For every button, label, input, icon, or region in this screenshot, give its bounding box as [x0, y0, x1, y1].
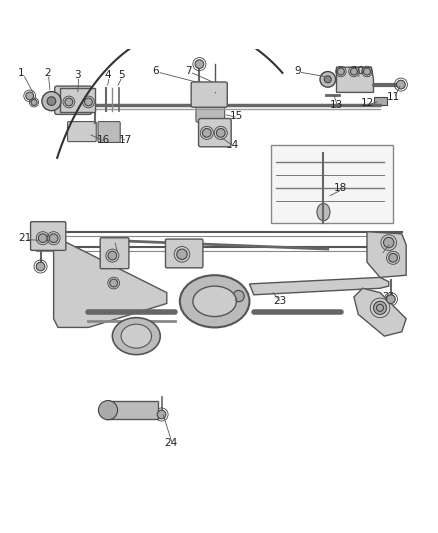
Circle shape — [324, 76, 331, 83]
Circle shape — [39, 234, 47, 243]
Circle shape — [110, 279, 117, 287]
Circle shape — [42, 92, 61, 111]
Circle shape — [202, 128, 211, 137]
Text: 4: 4 — [105, 70, 111, 80]
Circle shape — [108, 251, 117, 260]
Polygon shape — [336, 67, 374, 92]
Circle shape — [157, 410, 166, 419]
Text: 22: 22 — [226, 296, 239, 306]
FancyBboxPatch shape — [166, 239, 203, 268]
Circle shape — [384, 237, 394, 248]
Circle shape — [389, 254, 397, 262]
Text: 16: 16 — [97, 135, 110, 146]
FancyBboxPatch shape — [55, 86, 92, 115]
Polygon shape — [354, 288, 406, 336]
Text: 18: 18 — [334, 183, 347, 193]
Text: 18: 18 — [110, 248, 124, 259]
Text: 21: 21 — [382, 292, 396, 302]
Text: 20: 20 — [182, 248, 195, 259]
Text: 15: 15 — [230, 111, 243, 122]
Text: 17: 17 — [119, 135, 132, 146]
Circle shape — [364, 68, 371, 75]
FancyBboxPatch shape — [191, 82, 227, 107]
Circle shape — [49, 234, 58, 243]
FancyBboxPatch shape — [196, 104, 225, 122]
Text: 13: 13 — [330, 100, 343, 110]
Polygon shape — [367, 232, 406, 277]
Text: 23: 23 — [273, 296, 286, 306]
Circle shape — [350, 68, 357, 75]
Circle shape — [396, 80, 405, 89]
Circle shape — [387, 295, 395, 303]
Circle shape — [374, 301, 387, 314]
Ellipse shape — [121, 324, 152, 348]
Ellipse shape — [317, 204, 330, 221]
Ellipse shape — [180, 275, 250, 327]
Text: 1: 1 — [18, 68, 24, 78]
Circle shape — [216, 128, 225, 137]
Text: 11: 11 — [386, 92, 400, 102]
Circle shape — [85, 98, 92, 106]
FancyBboxPatch shape — [100, 238, 129, 269]
Circle shape — [99, 400, 117, 419]
Text: 21: 21 — [19, 233, 32, 243]
Bar — [60, 88, 95, 112]
FancyBboxPatch shape — [67, 122, 96, 142]
FancyBboxPatch shape — [98, 122, 120, 142]
Circle shape — [65, 98, 73, 106]
Bar — [374, 97, 387, 106]
Text: 19: 19 — [374, 248, 387, 259]
Text: 2: 2 — [44, 68, 50, 78]
Bar — [106, 401, 158, 419]
Circle shape — [26, 92, 34, 100]
Circle shape — [177, 249, 187, 260]
Text: 12: 12 — [360, 98, 374, 108]
Ellipse shape — [193, 286, 237, 317]
Circle shape — [47, 97, 56, 106]
Circle shape — [320, 71, 336, 87]
Circle shape — [195, 60, 204, 68]
Text: 5: 5 — [118, 70, 124, 80]
FancyBboxPatch shape — [198, 118, 231, 147]
Text: 6: 6 — [152, 66, 159, 76]
Circle shape — [31, 99, 37, 106]
Text: 9: 9 — [294, 66, 300, 76]
Polygon shape — [250, 277, 389, 295]
Circle shape — [36, 262, 45, 271]
Circle shape — [377, 304, 384, 311]
Text: 14: 14 — [226, 140, 239, 150]
Ellipse shape — [113, 318, 160, 354]
Bar — [271, 144, 393, 223]
Text: 7: 7 — [185, 66, 192, 76]
FancyBboxPatch shape — [31, 222, 66, 251]
Text: 10: 10 — [352, 66, 365, 76]
Circle shape — [337, 68, 344, 75]
Text: 8: 8 — [212, 83, 218, 93]
Polygon shape — [53, 240, 167, 327]
Circle shape — [233, 290, 244, 302]
Text: 3: 3 — [74, 70, 81, 80]
Text: 24: 24 — [165, 438, 178, 448]
